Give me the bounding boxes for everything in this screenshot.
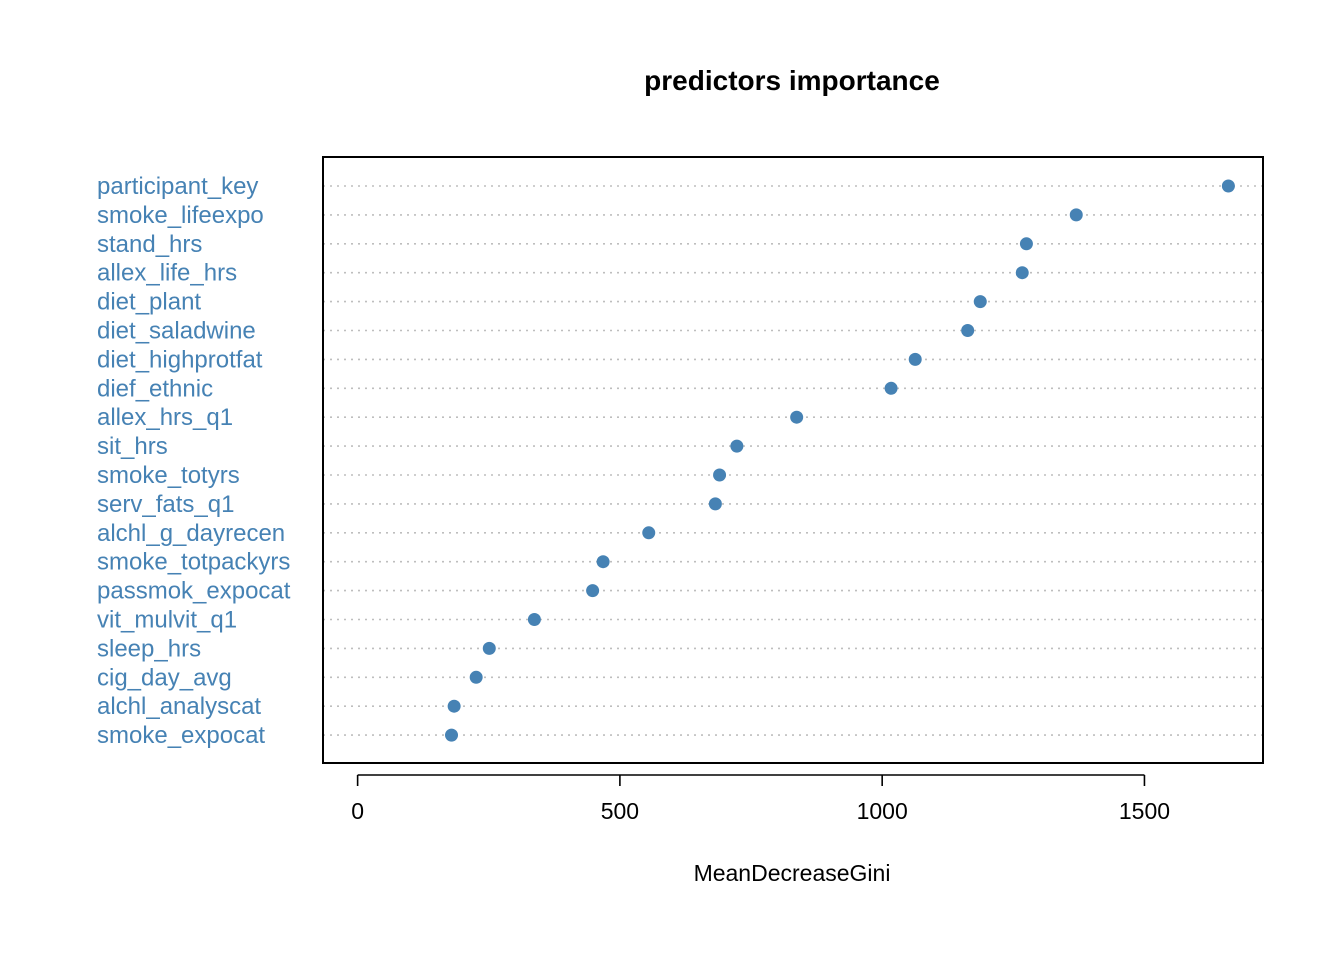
data-point — [469, 670, 483, 684]
data-point — [708, 497, 722, 511]
category-label: smoke_totpackyrs — [97, 549, 290, 576]
data-point — [1015, 266, 1029, 280]
category-labels: participant_keysmoke_lifeexpostand_hrsal… — [97, 173, 291, 749]
grid-lines — [323, 185, 1263, 736]
x-axis: 0 500 1000 1500 — [351, 774, 1170, 824]
category-label: alchl_analyscat — [97, 693, 261, 720]
category-label: serv_fats_q1 — [97, 491, 234, 518]
data-point — [908, 352, 922, 366]
category-label: smoke_lifeexpo — [97, 202, 264, 229]
data-point — [482, 641, 496, 655]
category-label: allex_hrs_q1 — [97, 404, 233, 431]
category-label: vit_mulvit_q1 — [97, 607, 237, 634]
chart-title: predictors importance — [644, 65, 940, 96]
category-label: participant_key — [97, 173, 258, 200]
data-point — [445, 728, 459, 742]
category-label: diet_saladwine — [97, 318, 256, 345]
category-label: dief_ethnic — [97, 375, 213, 402]
data-point — [713, 468, 727, 482]
category-label: smoke_expocat — [97, 722, 265, 749]
category-label: allex_life_hrs — [97, 260, 237, 287]
x-tick-label: 1000 — [857, 798, 908, 824]
data-point — [884, 381, 898, 395]
category-label: sleep_hrs — [97, 635, 201, 662]
category-label: alchl_g_dayrecen — [97, 520, 285, 547]
data-point — [961, 324, 975, 337]
category-label: diet_plant — [97, 289, 201, 316]
data-point — [447, 699, 461, 713]
category-label: diet_highprotfat — [97, 346, 263, 373]
data-point — [586, 584, 600, 598]
x-tick-label: 0 — [351, 798, 364, 824]
data-point — [596, 555, 610, 569]
category-label: passmok_expocat — [97, 578, 291, 605]
data-point — [1019, 237, 1033, 251]
x-tick-label: 500 — [601, 798, 639, 824]
data-point — [1069, 208, 1083, 222]
category-label: stand_hrs — [97, 231, 202, 258]
x-tick-label: 1500 — [1119, 798, 1170, 824]
data-point — [1221, 179, 1235, 193]
category-label: smoke_totyrs — [97, 462, 240, 489]
category-label: cig_day_avg — [97, 664, 232, 691]
data-point — [973, 295, 987, 309]
data-point — [642, 526, 656, 540]
plot-frame — [322, 156, 1264, 764]
category-label: sit_hrs — [97, 433, 168, 460]
x-axis-title: MeanDecreaseGini — [694, 860, 891, 886]
data-point — [730, 439, 744, 453]
data-point — [790, 410, 804, 424]
data-point — [527, 613, 541, 626]
data-points — [445, 179, 1235, 742]
